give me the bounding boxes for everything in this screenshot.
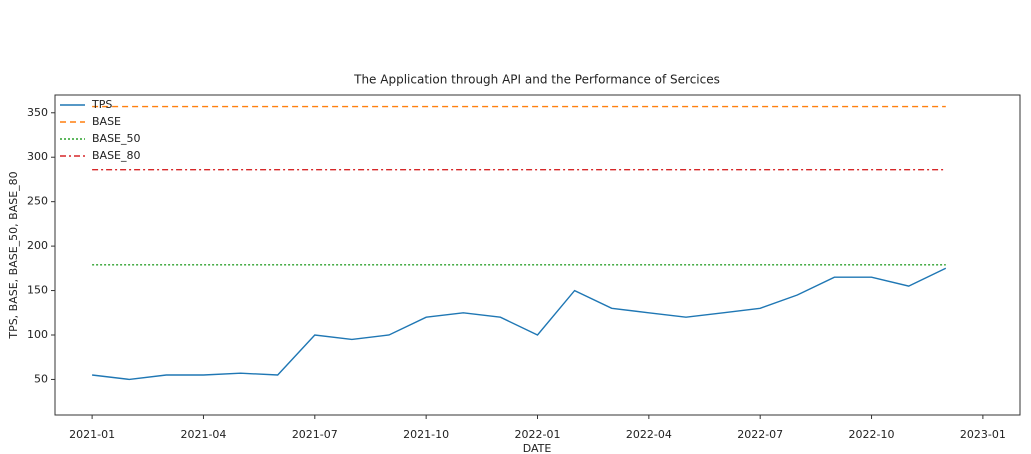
y-axis-label: TPS, BASE, BASE_50, BASE_80 <box>7 171 20 339</box>
legend-label: BASE_50 <box>92 132 141 145</box>
x-tick-label: 2022-07 <box>737 428 783 441</box>
y-tick-label: 250 <box>27 195 48 208</box>
page: The Application through API and the Perf… <box>0 0 1031 454</box>
legend-label: TPS <box>91 98 112 111</box>
x-tick-label: 2022-10 <box>849 428 895 441</box>
chart-title: The Application through API and the Perf… <box>353 73 720 87</box>
y-tick-label: 200 <box>27 239 48 252</box>
y-tick-label: 300 <box>27 150 48 163</box>
y-tick-label: 350 <box>27 106 48 119</box>
legend-label: BASE_80 <box>92 149 141 162</box>
x-tick-label: 2021-04 <box>180 428 226 441</box>
chart: The Application through API and the Perf… <box>0 0 1031 454</box>
y-tick-label: 150 <box>27 284 48 297</box>
x-tick-label: 2023-01 <box>960 428 1006 441</box>
x-axis-label: DATE <box>523 442 552 454</box>
series-line <box>92 268 946 379</box>
y-tick-label: 50 <box>34 372 48 385</box>
x-tick-label: 2021-10 <box>403 428 449 441</box>
x-tick-label: 2021-07 <box>292 428 338 441</box>
plot-area <box>55 95 1020 415</box>
x-tick-label: 2021-01 <box>69 428 115 441</box>
legend-label: BASE <box>92 115 121 128</box>
x-tick-label: 2022-01 <box>515 428 561 441</box>
y-tick-label: 100 <box>27 328 48 341</box>
x-tick-label: 2022-04 <box>626 428 672 441</box>
